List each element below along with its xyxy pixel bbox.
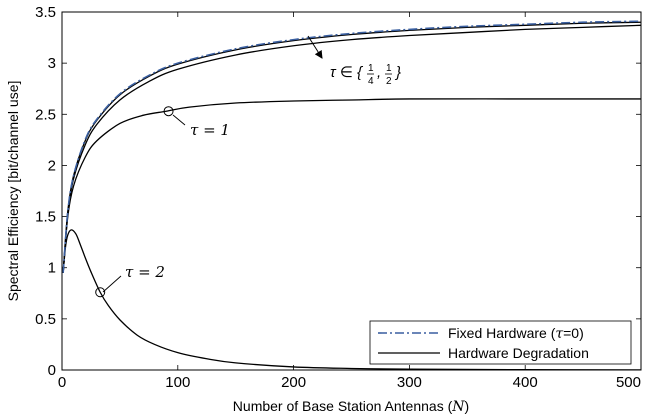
y-tick-label: 0.5 (35, 311, 56, 328)
x-tick-label: 0 (58, 374, 66, 391)
svg-text:}: } (394, 64, 401, 81)
hardware-degradation-line-1 (62, 21, 641, 273)
hardware-degradation-line-4 (62, 229, 641, 370)
y-tick-label: 1.5 (35, 209, 56, 226)
svg-text:1: 1 (368, 63, 374, 74)
x-tick-label: 400 (513, 374, 538, 391)
x-tick-label: 200 (281, 374, 306, 391)
hardware-degradation-line-2 (62, 24, 641, 273)
point-marker (163, 106, 174, 117)
marker-layer (95, 106, 174, 298)
svg-text:,: , (377, 64, 381, 81)
y-tick-label: 3.5 (35, 4, 56, 21)
y-tick-label: 3 (48, 55, 56, 72)
x-tick-label: 100 (165, 374, 190, 391)
hardware-degradation-line-3 (62, 98, 641, 273)
legend-label-fixed: Fixed Hardware (τ=0) (448, 325, 584, 342)
x-axis-label: Number of Base Station Antennas (N) (233, 398, 469, 415)
y-axis-label: Spectral Efficiency [bit/channel use] (5, 81, 21, 302)
y-tick-label: 0 (48, 362, 56, 379)
axis-ticks: 0 100 200 300 400 500 0 0.5 1 1.5 2 2.5 3 3.5 (35, 4, 642, 391)
svg-text:τ ∈ {: τ ∈ { (330, 64, 364, 81)
fixed-hardware-line (62, 20, 641, 273)
tau-quarter-half-arrow (307, 35, 323, 59)
tau-2-leader-line (102, 275, 122, 293)
point-marker (95, 287, 106, 298)
y-tick-label: 2 (48, 157, 56, 174)
svg-text:4: 4 (368, 76, 374, 87)
legend-box (369, 320, 632, 365)
svg-text:1: 1 (386, 63, 392, 74)
x-tick-label: 500 (616, 374, 641, 391)
legend-label-degradation: Hardware Degradation (448, 345, 589, 361)
tau-quarter-half-label: τ ∈ { 1 4 , 1 2 } (330, 63, 401, 87)
tau-2-label: τ = 2 (125, 263, 165, 281)
series-layer (62, 20, 641, 370)
legend: Fixed Hardware (τ=0) Hardware Degradatio… (369, 320, 632, 365)
svg-text:2: 2 (386, 76, 392, 87)
tau-1-leader-line (172, 114, 186, 126)
y-tick-label: 1 (48, 260, 56, 277)
tau-1-label: τ = 1 (190, 121, 230, 139)
plot-frame (61, 11, 642, 371)
x-tick-label: 300 (397, 374, 422, 391)
y-tick-label: 2.5 (35, 106, 56, 123)
